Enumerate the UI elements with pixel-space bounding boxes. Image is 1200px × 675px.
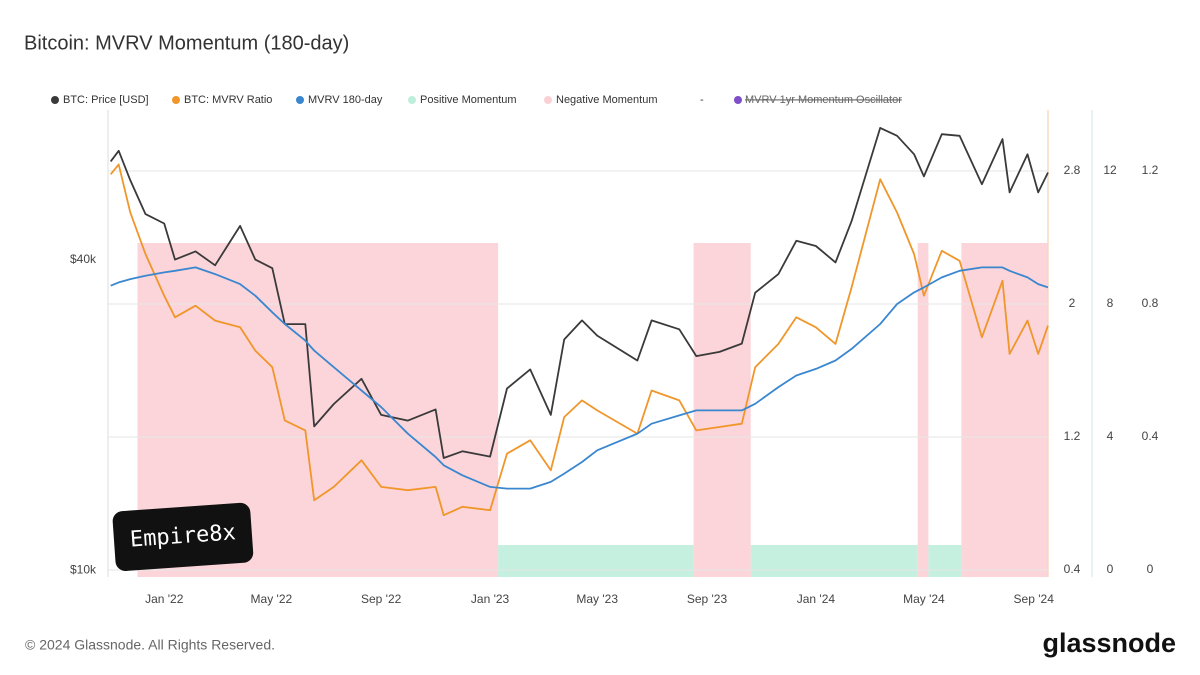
y-tick-label: $10k bbox=[70, 562, 97, 576]
y3-tick-label: 8 bbox=[1107, 296, 1114, 310]
plot-area: 0.4 1.2 2 2.8 0 4 8 12 0 0.4 0.8 1.2 $10k $40k Jan '22… bbox=[70, 110, 1159, 606]
series-line bbox=[110, 266, 1049, 490]
legend-swatch bbox=[172, 96, 180, 104]
momentum-band bbox=[917, 243, 929, 577]
legend-swatch bbox=[544, 96, 552, 104]
momentum-band bbox=[498, 545, 694, 577]
watermark: Empire8x bbox=[112, 502, 254, 571]
x-tick-label: Jan '24 bbox=[797, 592, 836, 606]
x-tick-label: Sep '23 bbox=[687, 592, 728, 606]
logo: glassnode bbox=[1042, 628, 1176, 658]
legend-swatch bbox=[296, 96, 304, 104]
x-tick-label: May '24 bbox=[903, 592, 945, 606]
y3-tick-label: 0 bbox=[1107, 562, 1114, 576]
x-tick-label: May '22 bbox=[251, 592, 293, 606]
series-line bbox=[109, 127, 1049, 459]
legend-label: BTC: Price [USD] bbox=[63, 94, 149, 106]
copyright: © 2024 Glassnode. All Rights Reserved. bbox=[25, 637, 275, 653]
momentum-band bbox=[928, 545, 962, 577]
legend-label: BTC: MVRV Ratio bbox=[184, 94, 272, 106]
watermark-box bbox=[112, 502, 254, 571]
y4-tick-label: 0.8 bbox=[1142, 296, 1159, 310]
y4-tick-label: 0.4 bbox=[1142, 429, 1159, 443]
y-tick-label: $40k bbox=[70, 252, 97, 266]
chart-title: Bitcoin: MVRV Momentum (180-day) bbox=[24, 32, 349, 54]
x-tick-label: Jan '22 bbox=[145, 592, 184, 606]
y2-tick-label: 2.8 bbox=[1064, 163, 1081, 177]
legend-separator: - bbox=[700, 94, 704, 106]
legend-label: Negative Momentum bbox=[556, 94, 658, 106]
y2-tick-label: 0.4 bbox=[1064, 562, 1081, 576]
x-tick-label: Jan '23 bbox=[471, 592, 510, 606]
legend-label: MVRV 1yr Momentum Oscillator bbox=[745, 94, 902, 106]
x-tick-label: May '23 bbox=[576, 592, 618, 606]
y4-tick-label: 0 bbox=[1147, 562, 1154, 576]
legend-label: Positive Momentum bbox=[420, 94, 517, 106]
y3-tick-label: 4 bbox=[1107, 429, 1114, 443]
y2-tick-label: 2 bbox=[1069, 296, 1076, 310]
y4-tick-label: 1.2 bbox=[1142, 163, 1159, 177]
y3-tick-label: 12 bbox=[1103, 163, 1117, 177]
y2-tick-label: 1.2 bbox=[1064, 429, 1081, 443]
legend-label: MVRV 180-day bbox=[308, 94, 383, 106]
legend-swatch bbox=[51, 96, 59, 104]
momentum-band bbox=[750, 545, 918, 577]
momentum-band bbox=[961, 243, 1048, 577]
x-tick-label: Sep '22 bbox=[361, 592, 402, 606]
x-tick-label: Sep '24 bbox=[1014, 592, 1055, 606]
legend-swatch bbox=[734, 96, 742, 104]
legend-swatch bbox=[408, 96, 416, 104]
series-line bbox=[109, 163, 1049, 517]
